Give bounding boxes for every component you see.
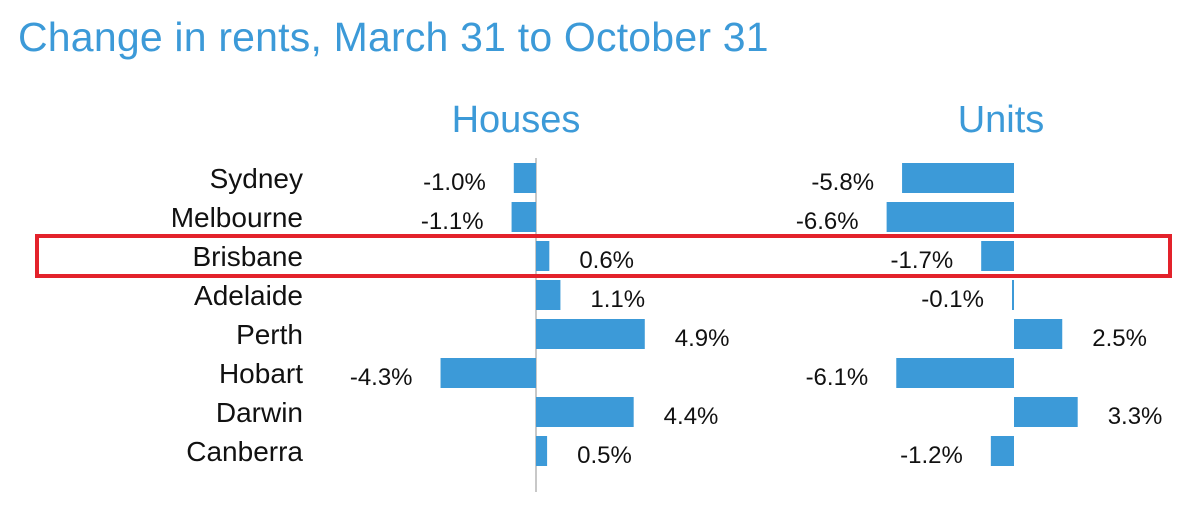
houses-bar-hobart [440, 358, 536, 388]
city-label-hobart: Hobart [219, 358, 303, 389]
city-label-darwin: Darwin [216, 397, 303, 428]
city-label-melbourne: Melbourne [171, 202, 303, 233]
houses-bar-canberra [536, 436, 548, 466]
units-bar-melbourne [886, 202, 1014, 232]
houses-bar-perth [536, 319, 645, 349]
houses-bar-adelaide [536, 280, 561, 310]
houses-value-label-perth: 4.9% [675, 325, 730, 352]
houses-value-label-darwin: 4.4% [664, 403, 719, 430]
units-value-label-hobart: -6.1% [806, 364, 869, 391]
units-value-label-perth: 2.5% [1092, 325, 1147, 352]
city-label-sydney: Sydney [210, 163, 303, 194]
city-label-canberra: Canberra [186, 436, 303, 467]
houses-value-label-hobart: -4.3% [350, 364, 413, 391]
units-bar-perth [1014, 319, 1063, 349]
city-label-adelaide: Adelaide [194, 280, 303, 311]
houses-panel: Houses -1.0% -1.1% 0.6% 1.1% 4.9% -4.3% 4.4% 0.5… [350, 99, 730, 492]
units-value-label-darwin: 3.3% [1108, 403, 1163, 430]
units-value-label-melbourne: -6.6% [796, 208, 859, 235]
houses-panel-title: Houses [452, 99, 581, 141]
brisbane-highlight-box [35, 234, 1172, 278]
units-bar-hobart [896, 358, 1014, 388]
houses-bar-sydney [513, 163, 536, 193]
units-bar-brisbane [981, 241, 1014, 271]
units-value-label-brisbane: -1.7% [890, 247, 953, 274]
houses-bar-darwin [536, 397, 634, 427]
houses-value-label-canberra: 0.5% [577, 442, 632, 469]
houses-value-label-adelaide: 1.1% [590, 286, 645, 313]
houses-value-label-brisbane: 0.6% [579, 247, 634, 274]
units-bar-sydney [902, 163, 1014, 193]
units-bar-canberra [990, 436, 1014, 466]
city-label-brisbane: Brisbane [192, 241, 303, 272]
houses-bar-brisbane [536, 241, 550, 271]
houses-value-label-sydney: -1.0% [423, 169, 486, 196]
city-label-perth: Perth [236, 319, 303, 350]
units-panel-title: Units [958, 99, 1045, 141]
city-labels: Sydney Melbourne Brisbane Adelaide Perth Hoba… [171, 163, 304, 467]
units-value-label-canberra: -1.2% [900, 442, 963, 469]
units-bar-adelaide [1012, 280, 1014, 310]
units-panel: Units -5.8% -6.6% -1.7% -0.1% 2.5% -6.1% 3.3% -1… [796, 99, 1162, 469]
units-value-label-sydney: -5.8% [811, 169, 874, 196]
houses-bar-melbourne [511, 202, 536, 232]
chart-title: Change in rents, March 31 to October 31 [18, 14, 769, 60]
units-bar-darwin [1014, 397, 1078, 427]
units-value-label-adelaide: -0.1% [921, 286, 984, 313]
houses-value-label-melbourne: -1.1% [421, 208, 484, 235]
